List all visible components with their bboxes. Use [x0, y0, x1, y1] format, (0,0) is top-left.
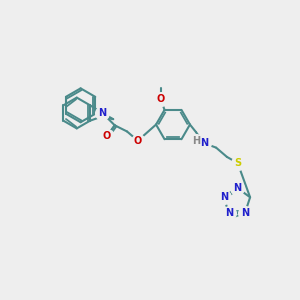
- Text: S: S: [234, 158, 241, 168]
- Text: N: N: [98, 108, 106, 118]
- Text: N: N: [241, 208, 249, 218]
- Text: N: N: [233, 183, 241, 193]
- Text: O: O: [103, 131, 111, 141]
- Text: N: N: [200, 138, 208, 148]
- Text: O: O: [157, 94, 165, 104]
- Text: O: O: [134, 136, 142, 146]
- Text: N: N: [220, 192, 228, 202]
- Text: N: N: [225, 208, 233, 218]
- Text: H: H: [192, 136, 200, 146]
